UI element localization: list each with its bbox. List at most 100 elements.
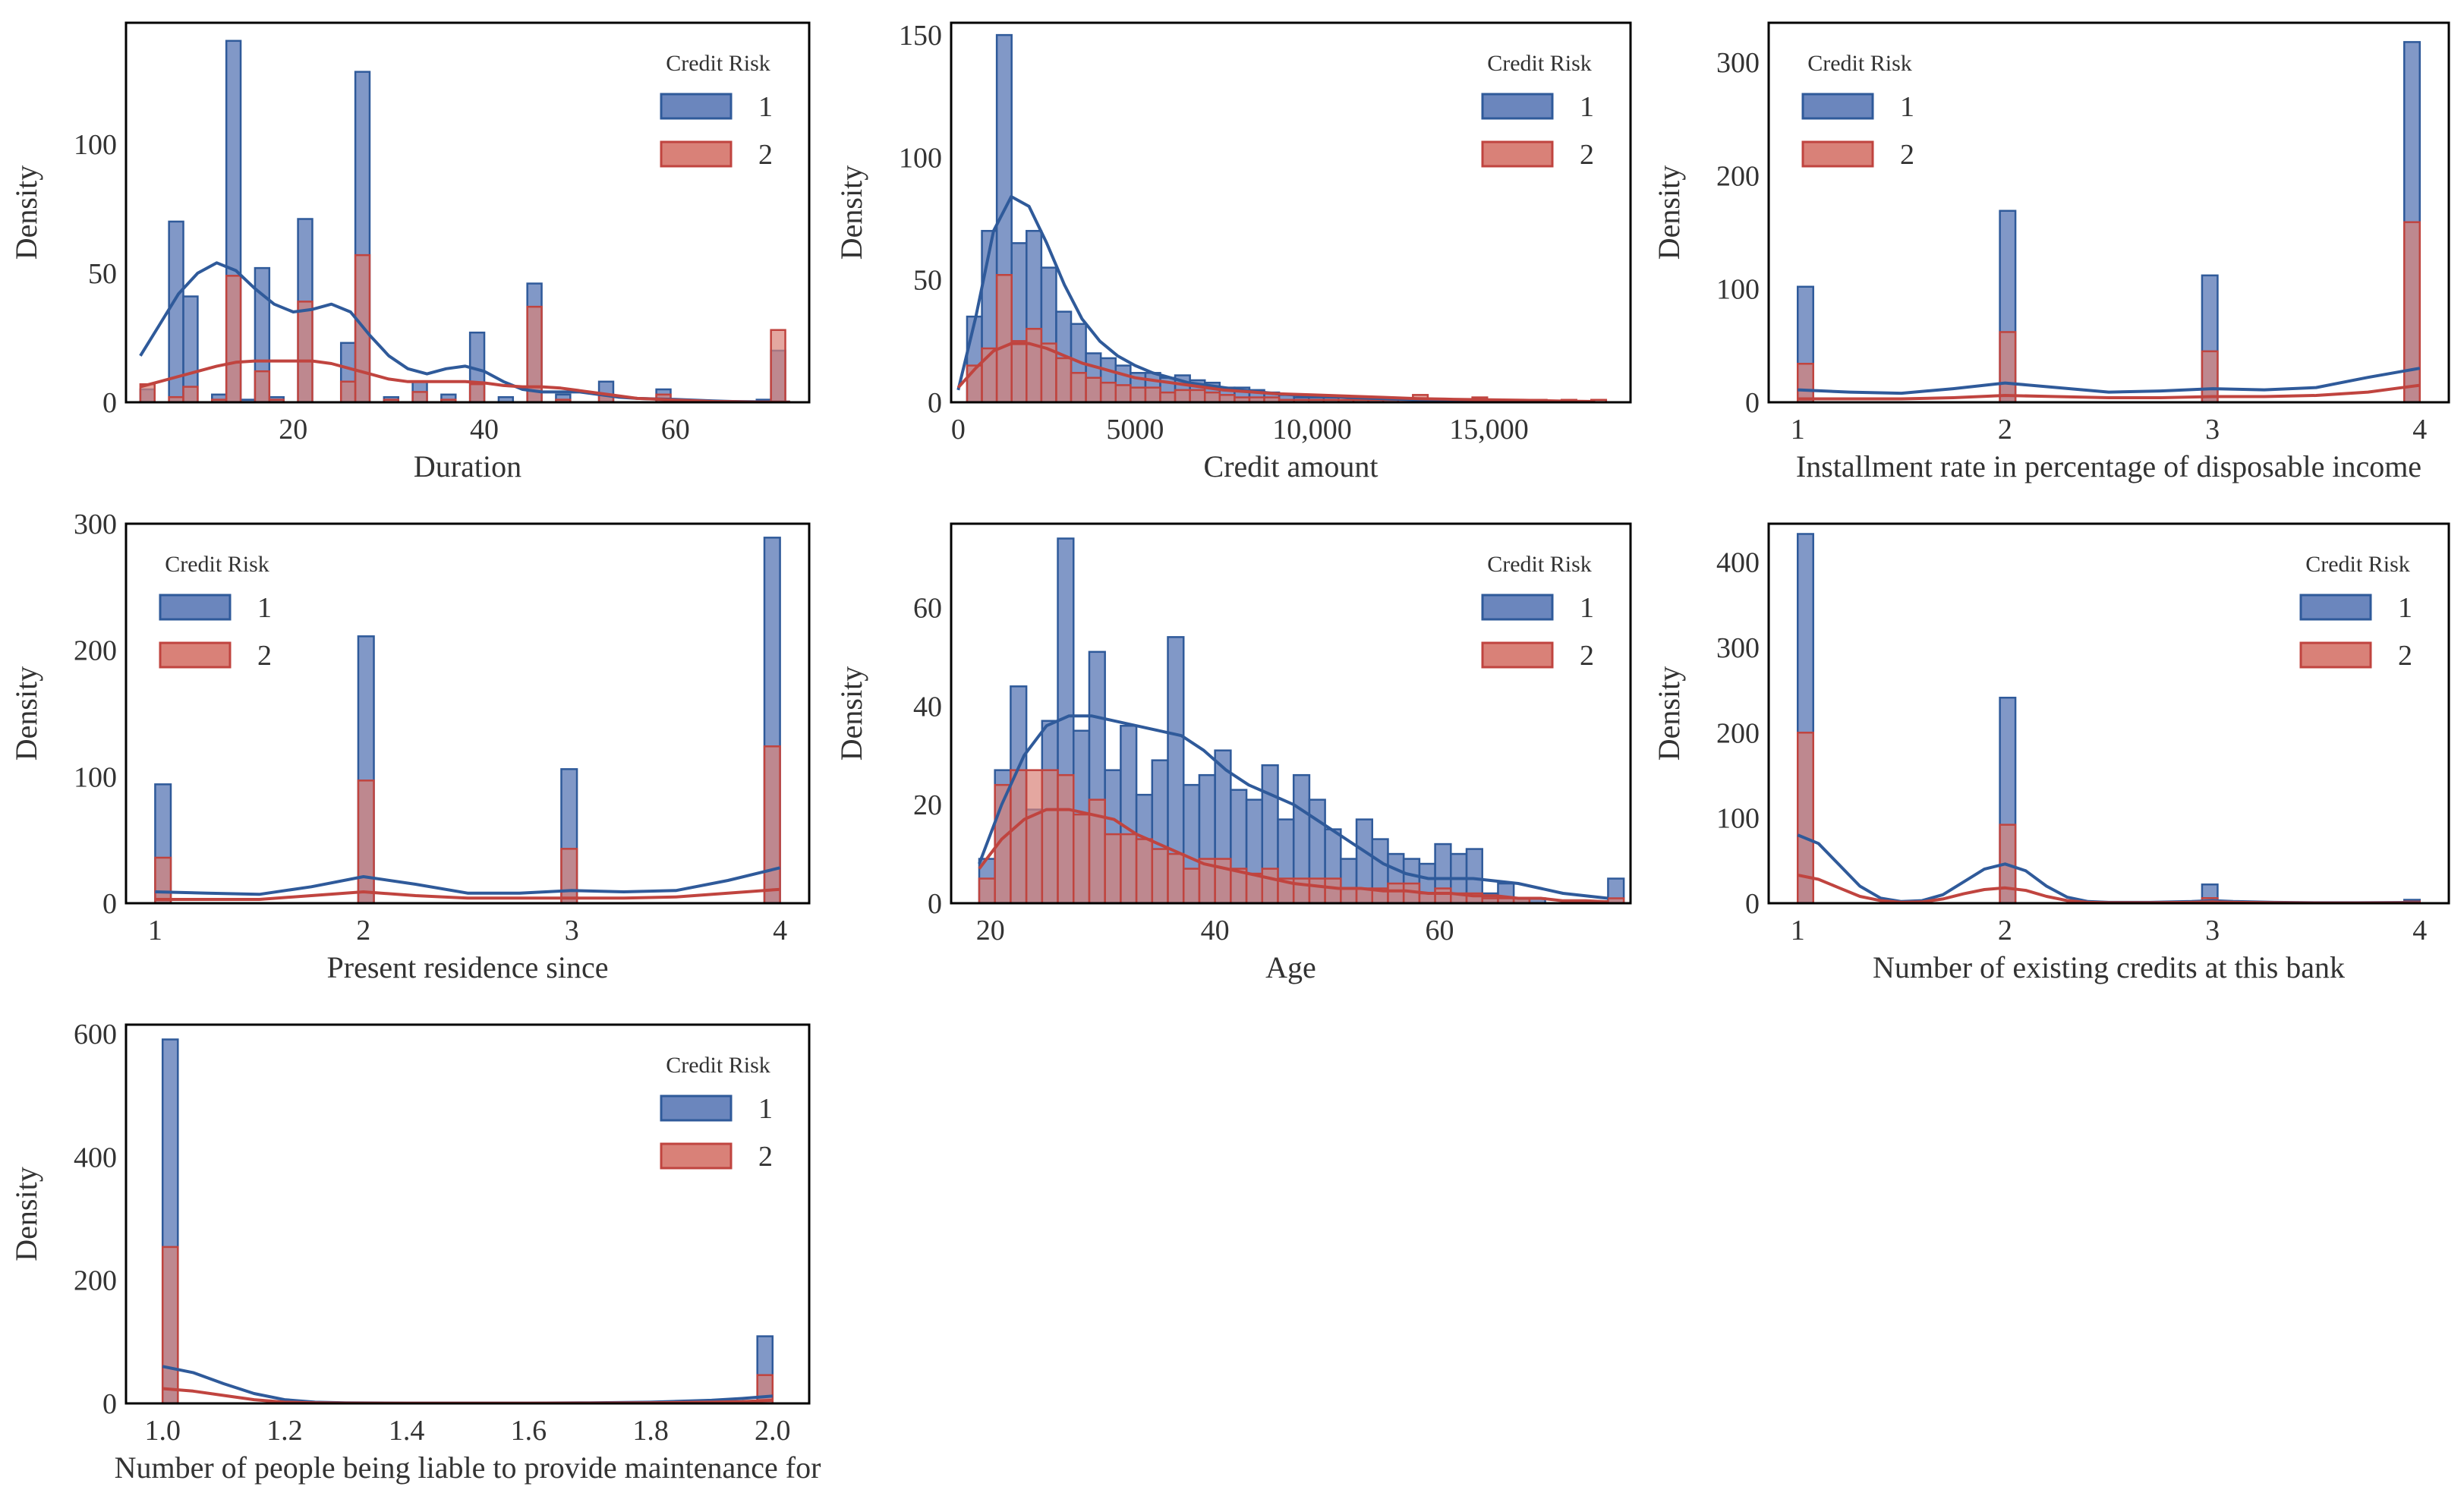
x-tick-label: 1.6 <box>511 1415 547 1447</box>
y-axis-label: Density <box>834 666 868 761</box>
x-tick-label: 3 <box>2205 414 2220 446</box>
x-tick-label: 20 <box>976 915 1005 946</box>
x-tick-label: 2.0 <box>755 1415 791 1447</box>
y-tick-label: 200 <box>1716 160 1760 192</box>
y-tick-label: 100 <box>899 142 942 174</box>
legend-swatch-2 <box>660 1142 733 1170</box>
hist-bar <box>1261 868 1279 903</box>
hist-series-1 <box>154 537 781 903</box>
hist-bar <box>978 877 996 903</box>
x-tick-label: 3 <box>2205 915 2220 946</box>
hist-bar <box>1182 868 1201 903</box>
x-tick-label: 5000 <box>1106 414 1164 446</box>
y-tick-label: 0 <box>928 888 942 920</box>
y-tick-label: 0 <box>1745 387 1760 419</box>
legend-label: 2 <box>758 1141 773 1173</box>
y-tick-label: 200 <box>74 1265 117 1297</box>
subplot-7: 1.0 1.2 1.4 1.6 1.8 2.0 0 200 400 600 Number of pe… <box>9 1019 821 1485</box>
y-tick-label: 40 <box>913 691 942 723</box>
x-tick-label: 40 <box>470 414 499 446</box>
legend-title: Credit Risk <box>666 1053 770 1078</box>
legend-title: Credit Risk <box>666 51 770 76</box>
x-tick-label: 2 <box>1998 414 2012 446</box>
legend-label: 1 <box>758 91 773 123</box>
hist-bar <box>161 1246 179 1403</box>
x-tick-label: 40 <box>1201 915 1230 946</box>
x-axis-label: Credit amount <box>1204 449 1379 483</box>
legend-swatch-2 <box>159 641 232 669</box>
y-tick-label: 0 <box>102 888 117 920</box>
x-tick-label: 0 <box>951 414 966 446</box>
x-axis-label: Present residence since <box>327 950 609 984</box>
plot-frame <box>124 21 811 404</box>
legend-label: 1 <box>758 1093 773 1125</box>
y-axis-label: Density <box>834 165 868 260</box>
legend-label: 1 <box>1580 592 1594 624</box>
hist-bar <box>1026 327 1043 402</box>
hist-bar <box>560 848 578 903</box>
hist-bar <box>1434 887 1452 903</box>
x-tick-label: 20 <box>279 414 307 446</box>
hist-bar <box>1324 877 1342 903</box>
y-tick-label: 20 <box>913 789 942 821</box>
hist-series-1 <box>161 1038 774 1403</box>
hist-bar <box>182 295 199 402</box>
y-tick-label: 100 <box>74 761 117 793</box>
hist-bar <box>1203 391 1221 402</box>
kde-line-1 <box>155 866 781 896</box>
legend-label: 1 <box>2398 592 2412 624</box>
legend-swatch-1 <box>660 93 733 120</box>
x-axis-label: Number of people being liable to provide… <box>115 1450 821 1485</box>
hist-bar <box>1308 877 1326 903</box>
x-axis-label: Duration <box>414 449 521 483</box>
hist-bar <box>1189 389 1206 402</box>
x-tick-label: 1.2 <box>266 1415 303 1447</box>
legend: Credit Risk 1 2 <box>660 1053 773 1173</box>
hist-bar <box>357 779 375 903</box>
hist-bar <box>1072 813 1091 903</box>
hist-bar <box>1055 357 1073 402</box>
hist-series-2 <box>161 1246 774 1403</box>
hist-bar <box>297 301 314 402</box>
y-tick-label: 300 <box>1716 47 1760 79</box>
legend-swatch-1 <box>2299 594 2372 621</box>
x-tick-label: 4 <box>2412 915 2427 946</box>
legend: Credit Risk 1 2 <box>660 51 773 171</box>
plot-frame <box>124 522 811 905</box>
hist-bar <box>1025 769 1044 903</box>
legend-title: Credit Risk <box>1487 552 1592 577</box>
kde-line-1 <box>1797 833 2420 903</box>
kde-line-2 <box>978 808 1609 903</box>
y-tick-label: 100 <box>1716 274 1760 306</box>
legend-label: 2 <box>1580 640 1594 672</box>
x-tick-label: 1.8 <box>632 1415 669 1447</box>
y-axis-label: Density <box>1652 165 1686 260</box>
legend-swatch-2 <box>660 140 733 168</box>
hist-bar <box>1387 882 1405 903</box>
hist-bar <box>1796 363 1814 402</box>
x-tick-label: 1.0 <box>144 1415 181 1447</box>
legend-title: Credit Risk <box>165 552 269 577</box>
y-axis-label: Density <box>9 165 43 260</box>
hist-bar <box>1010 340 1028 402</box>
hist-bar <box>1130 386 1147 402</box>
hist-bar <box>1999 331 2017 402</box>
hist-bar <box>1159 391 1177 402</box>
subplot-5: 20 40 60 0 20 40 60 Age Density Credit Risk 1 2 <box>834 522 1632 984</box>
y-axis-label: Density <box>9 1167 43 1261</box>
x-tick-label: 15,000 <box>1449 414 1529 446</box>
hist-bar <box>770 329 786 402</box>
hist-bar <box>1010 769 1028 903</box>
hist-bar <box>995 274 1013 402</box>
hist-bar <box>1104 833 1122 903</box>
hist-series-2 <box>978 769 1625 903</box>
hist-series-2 <box>154 745 781 903</box>
legend: Credit Risk 1 2 <box>1481 51 1594 171</box>
legend-label: 1 <box>1900 91 1914 123</box>
y-tick-label: 300 <box>74 509 117 540</box>
x-tick-label: 10,000 <box>1272 414 1352 446</box>
x-tick-label: 1 <box>148 915 162 946</box>
y-tick-label: 0 <box>102 387 117 419</box>
x-tick-label: 4 <box>2412 414 2427 446</box>
hist-bar <box>1340 887 1358 903</box>
